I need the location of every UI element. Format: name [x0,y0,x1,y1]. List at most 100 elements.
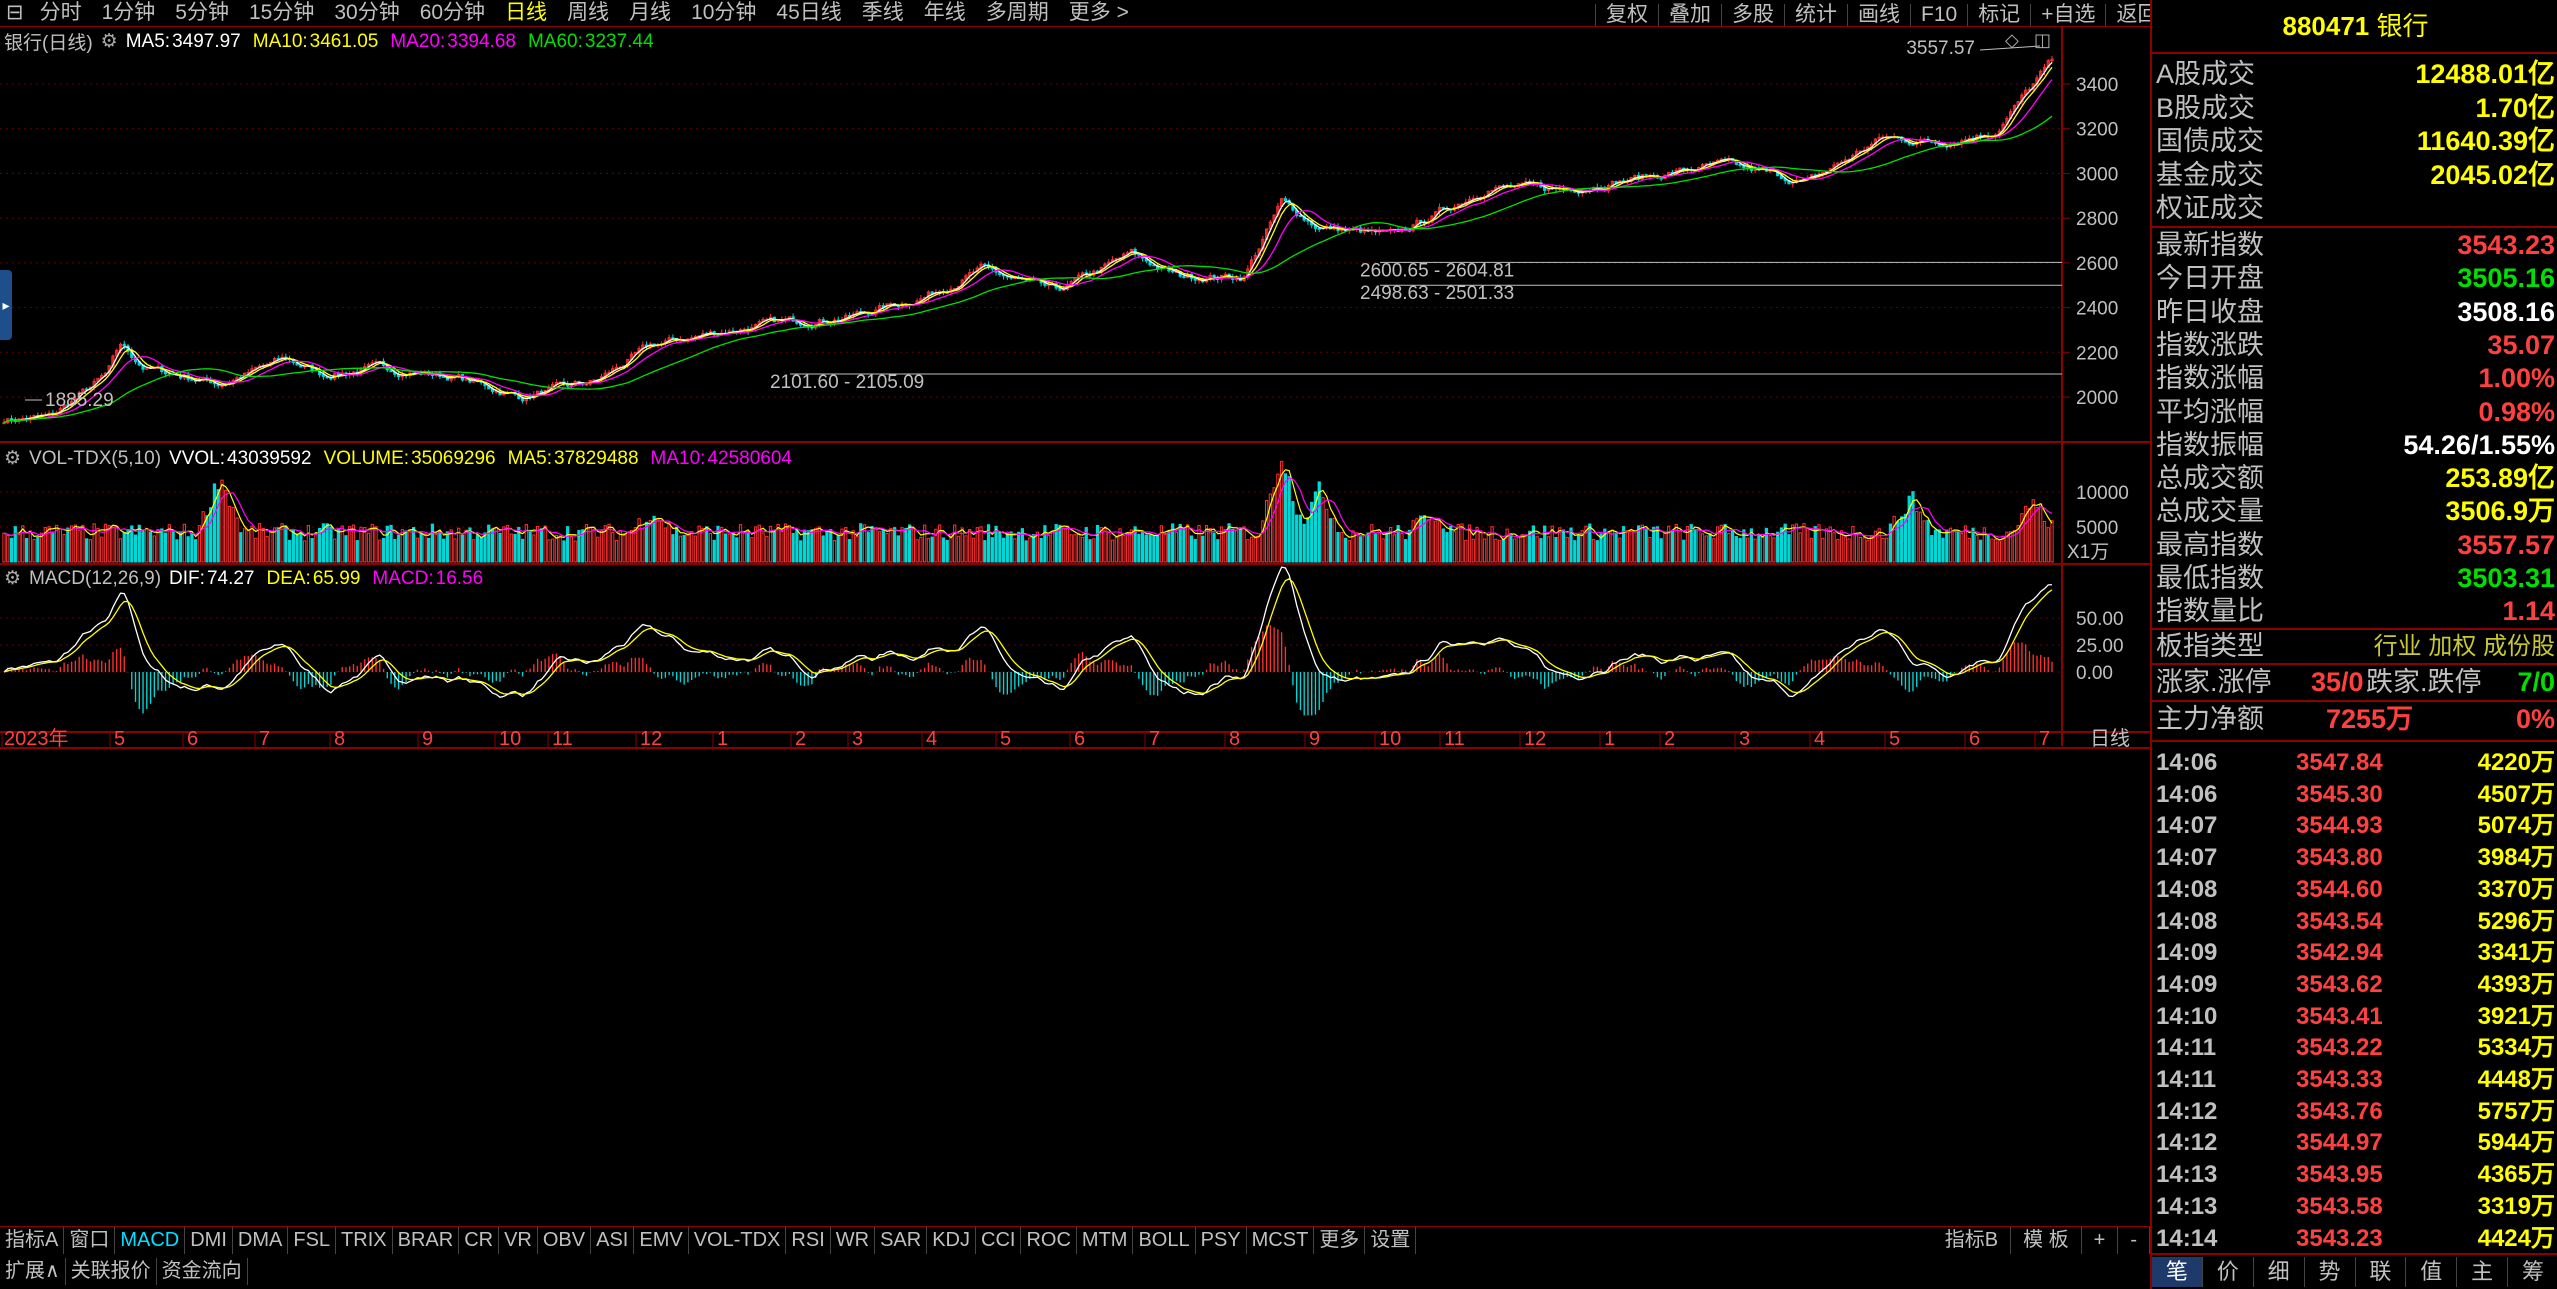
indicator-tab-2[interactable]: MACD [115,1227,186,1254]
indicator-right-3[interactable]: - [2118,1227,2150,1254]
macd-settings-icon[interactable]: ⚙ [4,568,22,589]
indicator-tab-3[interactable]: DMI [185,1227,233,1254]
timeframe-0[interactable]: 分时 [39,1,82,24]
macd-dea-line [3,578,2053,695]
diamond-icon[interactable]: ◇ [2005,30,2019,50]
window-icon[interactable]: ◫ [2034,30,2052,50]
indicator-tab-13[interactable]: VOL-TDX [689,1227,787,1254]
toolbar-button-3[interactable]: 统计 [1784,4,1847,26]
indicator-tab-20[interactable]: MTM [1077,1227,1134,1254]
vol-bar [1351,530,1355,563]
turnover-value: 11640.39亿 [2416,126,2555,156]
indicator-tab-11[interactable]: ASI [591,1227,635,1254]
indicator-tab-16[interactable]: SAR [875,1227,928,1254]
vol-bar [866,532,870,563]
vol-bar [77,530,81,563]
timeframe-11[interactable]: 季线 [861,1,904,24]
indicator-tab-14[interactable]: RSI [786,1227,831,1254]
vol-settings-icon[interactable]: ⚙ [4,448,22,469]
tick-time: 14:08 [2156,875,2218,903]
toolbar-button-8[interactable]: 返回 [2105,4,2168,26]
timeframe-3[interactable]: 15分钟 [248,1,315,24]
vol-bar [1764,527,1769,563]
timeframe-14[interactable]: 更多 > [1068,1,1129,24]
vol-bar [434,533,438,563]
timeframe-12[interactable]: 年线 [923,1,966,24]
ext-tab-2[interactable]: 资金流向 [157,1257,248,1285]
panel-tab-7[interactable]: 筹 [2508,1257,2557,1287]
indicator-tab-24[interactable]: 更多 [1314,1227,1366,1254]
indicator-tab-25[interactable]: 设置 [1365,1227,1417,1254]
board-type-value[interactable]: 行业 加权 成份股 [2373,633,2555,660]
timeframe-6[interactable]: 日线 [505,1,548,24]
panel-tab-3[interactable]: 势 [2305,1257,2356,1287]
indicator-tab-21[interactable]: BOLL [1133,1227,1196,1254]
left-expand-handle[interactable]: ▸ [0,270,12,340]
settings-icon[interactable]: ⚙ [100,31,118,52]
indicator-tab-12[interactable]: EMV [634,1227,689,1254]
tick-row: 14:11 3543.22 5334万 [2156,1032,2555,1063]
indicator-right-2[interactable]: + [2082,1227,2119,1254]
toolbar-button-6[interactable]: 标记 [1967,4,2030,26]
indicator-tab-23[interactable]: MCST [1247,1227,1315,1254]
toolbar-button-5[interactable]: F10 [1910,4,1967,26]
timeframe-2[interactable]: 5分钟 [175,1,229,24]
panel-tab-6[interactable]: 主 [2457,1257,2509,1287]
indicator-tab-6[interactable]: TRIX [336,1227,393,1254]
ext-tab-0[interactable]: 扩展∧ [0,1257,66,1285]
toolbar-button-7[interactable]: +自选 [2030,4,2105,26]
vol-bar [535,525,540,563]
timeframe-7[interactable]: 周线 [567,1,610,24]
indicator-right-0[interactable]: 指标B [1933,1227,2012,1254]
timeframe-5[interactable]: 60分钟 [419,1,486,24]
indicator-tab-7[interactable]: BRAR [393,1227,460,1254]
vol-bar [1340,532,1344,563]
vol-bar [825,529,829,563]
timeframe-13[interactable]: 多周期 [985,1,1049,24]
timeframe-9[interactable]: 10分钟 [691,1,757,24]
vol-bar [66,527,70,563]
stat-value: 35.07 [2487,329,2555,360]
timeframe-1[interactable]: 1分钟 [101,1,156,24]
panel-tab-4[interactable]: 联 [2356,1257,2407,1287]
vol-bar [366,532,371,563]
timeframe-10[interactable]: 45日线 [776,1,842,24]
indicator-tab-15[interactable]: WR [831,1227,876,1254]
vol-bar [295,533,299,563]
indicator-tab-8[interactable]: CR [459,1227,500,1254]
x-label-14: 6 [1074,728,1085,750]
indicator-tab-22[interactable]: PSY [1196,1227,1247,1254]
vol-bar [175,539,179,563]
indicator-tab-19[interactable]: ROC [1021,1227,1077,1254]
indicator-tab-9[interactable]: VR [499,1227,538,1254]
indicator-tab-17[interactable]: KDJ [927,1227,976,1254]
tick-row: 14:09 3543.62 4393万 [2156,969,2555,1000]
toolbar-menu-icon[interactable]: ⊟ [6,1,24,24]
indicator-tab-10[interactable]: OBV [538,1227,592,1254]
indicator-right-1[interactable]: 模 板 [2011,1227,2082,1254]
indicator-tab-4[interactable]: DMA [233,1227,289,1254]
indicator-tab-18[interactable]: CCI [976,1227,1022,1254]
toolbar-button-2[interactable]: 多股 [1721,4,1784,26]
toolbar-button-1[interactable]: 叠加 [1658,4,1721,26]
stat-label: 指数量比 [2156,596,2264,627]
panel-tab-5[interactable]: 值 [2406,1257,2458,1287]
chart-area[interactable]: 3400 3200 3000 2800 2600 2400 2200 2000 2600.65 … [0,26,2150,1241]
tick-volume: 3921万 [2477,1002,2555,1030]
indicator-tab-5[interactable]: FSL [288,1227,337,1254]
extension-bar: 扩展∧ 关联报价 资金流向 [0,1256,2150,1286]
panel-tab-1[interactable]: 价 [2203,1257,2254,1287]
toolbar-button-4[interactable]: 画线 [1847,4,1910,26]
panel-tab-0[interactable]: 笔 [2152,1257,2203,1287]
ext-tab-1[interactable]: 关联报价 [66,1257,157,1285]
timeframe-4[interactable]: 30分钟 [334,1,400,24]
indicator-tab-0[interactable]: 指标A [0,1227,65,1254]
panel-tab-2[interactable]: 细 [2254,1257,2305,1287]
vol-bar [1189,535,1194,563]
timeframe-8[interactable]: 月线 [629,1,672,24]
toolbar-button-0[interactable]: 复权 [1595,4,1658,26]
main-flow-label[interactable]: 主力净额 [2156,704,2264,734]
extension-tabs: 扩展∧ 关联报价 资金流向 [0,1257,248,1285]
vol-bar [88,539,93,563]
indicator-tab-1[interactable]: 窗口 [64,1227,116,1254]
